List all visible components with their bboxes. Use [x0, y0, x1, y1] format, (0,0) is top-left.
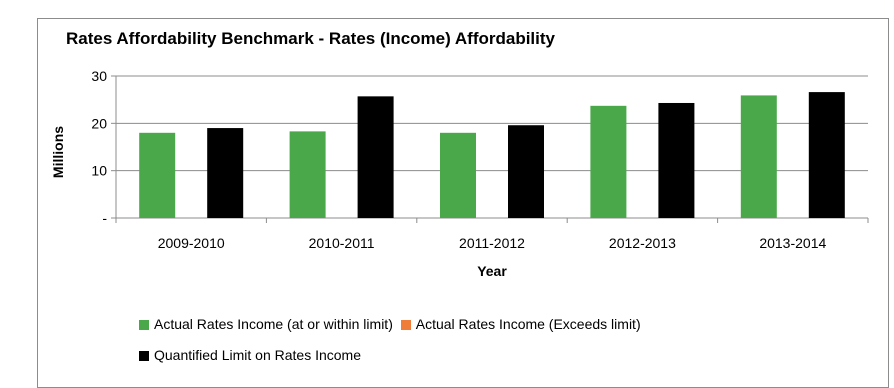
bar	[207, 128, 244, 218]
y-tick-label: 10	[91, 163, 107, 179]
x-tick-label: 2012-2013	[609, 235, 676, 251]
legend-row-2: Quantified Limit on Rates Income	[139, 347, 365, 363]
legend-row-1: Actual Rates Income (at or within limit)…	[139, 316, 645, 332]
x-tick-label: 2010-2011	[309, 235, 375, 251]
bar	[658, 102, 695, 218]
bar	[139, 132, 176, 218]
x-tick-label: 2011-2012	[459, 235, 525, 251]
x-tick-label: 2009-2010	[158, 235, 225, 251]
legend-swatch-green	[139, 320, 149, 330]
bar	[508, 125, 544, 218]
legend-label: Actual Rates Income (at or within limit)	[154, 316, 393, 332]
bar	[590, 105, 627, 218]
y-tick-label: -	[102, 210, 107, 226]
chart-title: Rates Affordability Benchmark - Rates (I…	[66, 29, 555, 48]
legend-label: Quantified Limit on Rates Income	[154, 347, 361, 363]
y-axis-title: Millions	[50, 126, 66, 178]
y-tick-label: 20	[91, 115, 107, 131]
bar	[808, 92, 845, 218]
bar	[357, 96, 394, 218]
legend-item-within-limit: Actual Rates Income (at or within limit)	[139, 316, 393, 332]
legend-item-quantified-limit: Quantified Limit on Rates Income	[139, 347, 361, 363]
bar	[740, 95, 777, 218]
legend-item-exceeds-limit: Actual Rates Income (Exceeds limit)	[400, 316, 641, 332]
y-tick-label: 30	[91, 68, 107, 84]
bar	[440, 132, 476, 218]
legend-swatch-orange	[400, 320, 411, 330]
x-tick-label: 2013-2014	[759, 235, 826, 251]
bar-chart: - 10 20 30 2009-2010 2010-2011 2011-2012 2012-2…	[50, 68, 869, 279]
bar	[289, 131, 326, 218]
legend-swatch-black	[139, 351, 149, 361]
x-axis-title: Year	[477, 263, 507, 279]
legend-label: Actual Rates Income (Exceeds limit)	[415, 316, 641, 332]
